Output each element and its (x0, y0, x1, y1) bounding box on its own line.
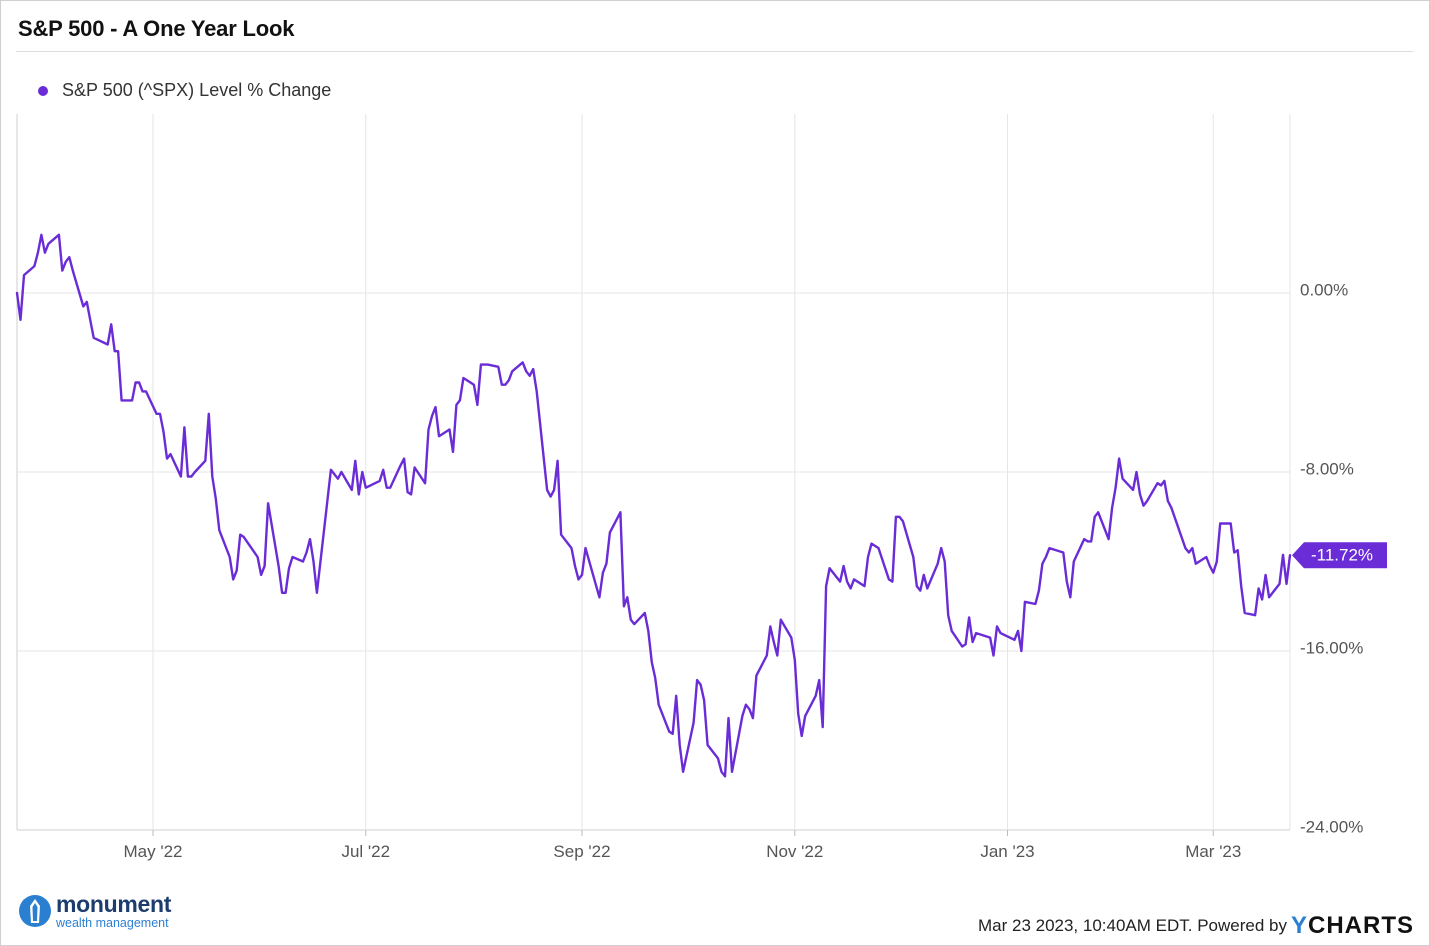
x-tick-label: Jan '23 (980, 842, 1034, 861)
y-tick-label: 0.00% (1300, 280, 1348, 299)
brand-tagline: wealth management (56, 916, 169, 930)
chart-title: S&P 500 - A One Year Look (18, 16, 295, 41)
x-tick-label: Sep '22 (553, 842, 610, 861)
last-value-flag (1292, 542, 1387, 569)
last-value-label: -11.72% (1311, 546, 1373, 565)
legend-marker (38, 85, 48, 96)
brand-logo: monument wealth management (18, 893, 171, 930)
footer: Mar 23 2023, 10:40AM EDT. Powered by YCH… (978, 912, 1414, 940)
x-tick-label: Jul '22 (341, 842, 390, 861)
ycharts-logo[interactable]: YCHARTS (1291, 912, 1414, 940)
y-tick-label: -16.00% (1300, 638, 1363, 657)
x-tick-label: Mar '23 (1185, 842, 1241, 861)
footer-timestamp: Mar 23 2023, 10:40AM EDT. Powered by (977, 916, 1287, 935)
series-line (15, 233, 1292, 778)
ycharts-logo-text: CHARTS (1308, 912, 1414, 939)
y-tick-label: -8.00% (1300, 459, 1354, 478)
x-tick-label: Nov '22 (766, 842, 823, 861)
legend[interactable]: S&P 500 (^SPX) Level % Change (38, 80, 331, 101)
monument-logo-icon (19, 895, 51, 928)
title-divider (16, 51, 1413, 52)
ycharts-logo-y: Y (1290, 912, 1308, 939)
legend-label: S&P 500 (^SPX) Level % Change (62, 80, 332, 100)
x-tick-label: May '22 (124, 842, 183, 861)
y-tick-label: -24.00% (1300, 817, 1363, 836)
brand-name: monument (56, 891, 172, 917)
